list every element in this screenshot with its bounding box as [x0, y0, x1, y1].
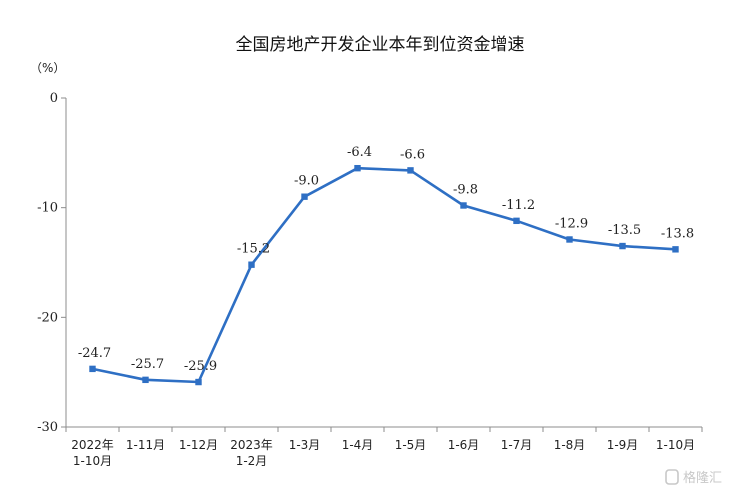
x-tick-label: 1-6月: [448, 438, 480, 452]
data-label: -12.9: [555, 216, 588, 231]
data-label: -24.7: [78, 346, 111, 361]
data-label: -9.8: [453, 182, 478, 197]
y-axis-unit-label: （%）: [30, 61, 65, 75]
x-tick-label: 1-9月: [607, 438, 639, 452]
data-point: [89, 365, 96, 373]
y-tick-label: 0: [50, 91, 58, 106]
chart-title: 全国房地产开发企业本年到位资金增速: [236, 35, 525, 55]
data-point: [513, 217, 520, 225]
watermark: 格隆汇: [665, 469, 722, 486]
data-label: -13.8: [661, 226, 694, 241]
x-tick-label: 1-8月: [554, 438, 586, 452]
y-tick-label: -20: [37, 310, 58, 325]
data-point: [460, 202, 467, 209]
x-tick-label: 1-4月: [342, 438, 374, 452]
data-label: -6.6: [400, 147, 425, 162]
data-label: -6.4: [347, 145, 372, 160]
data-labels: -24.7 -25.7 -25.9 -15.2 -9.0 -6.4 -6.6 -9.8 -11.…: [78, 145, 694, 374]
series-line-group: [89, 164, 679, 386]
x-tick-label: 1-7月: [501, 438, 533, 452]
data-point: [407, 167, 414, 174]
y-axis-ticks: 0 -10 -20 -30: [37, 91, 66, 435]
data-label: -25.9: [184, 359, 217, 374]
data-point: [672, 246, 679, 253]
data-label: -25.7: [131, 357, 164, 372]
y-tick-label: -10: [37, 201, 58, 216]
x-tick-label: 2023年 1-2月: [230, 438, 273, 468]
x-tick-label: 2022年 1-10月: [71, 438, 114, 468]
data-label: -13.5: [608, 223, 641, 238]
data-point: [619, 242, 626, 250]
x-axis-ticks: 2022年 1-10月 1-11月 1-12月 2023年 1-2月 1-3月 1-4月 1-5…: [65, 427, 703, 468]
x-tick-label: 1-3月: [289, 438, 321, 452]
data-point: [354, 164, 361, 172]
x-tick-label: 1-10月: [656, 438, 695, 452]
x-tick-label: 1-12月: [179, 438, 218, 452]
data-point: [566, 236, 573, 243]
data-point: [248, 261, 255, 268]
series-line: [92, 166, 676, 384]
data-label: -9.0: [294, 174, 319, 189]
data-point: [301, 193, 308, 200]
data-point: [195, 378, 202, 386]
watermark-text: 格隆汇: [683, 470, 722, 486]
data-label: -11.2: [502, 198, 535, 213]
x-tick-label: 1-5月: [395, 438, 427, 452]
data-label: -15.2: [237, 242, 270, 257]
data-point: [142, 376, 149, 384]
y-tick-label: -30: [37, 420, 58, 435]
x-tick-label: 1-11月: [126, 438, 165, 452]
g-logo-icon: [665, 469, 679, 485]
axes: [65, 98, 702, 428]
